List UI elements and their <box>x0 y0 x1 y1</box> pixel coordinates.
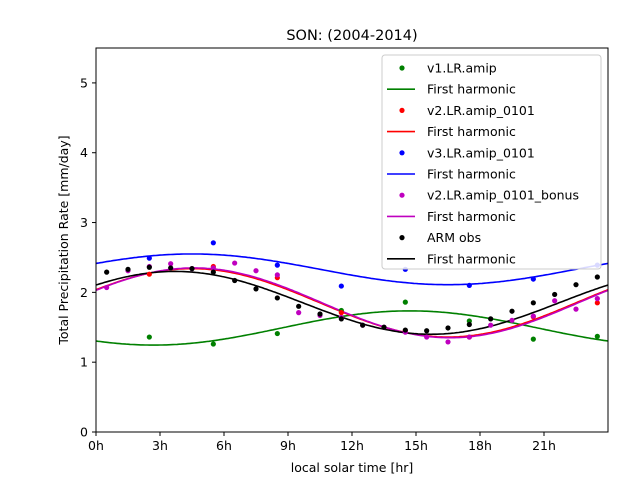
legend-label: First harmonic <box>427 124 516 139</box>
data-point <box>168 261 174 267</box>
y-tick-label: 2 <box>80 285 88 300</box>
y-tick-label: 5 <box>80 75 88 90</box>
legend-label: First harmonic <box>427 167 516 182</box>
data-point <box>424 328 430 334</box>
legend-label: v3.LR.amip_0101 <box>427 145 535 160</box>
data-point <box>445 325 451 331</box>
data-point <box>466 334 472 340</box>
x-tick-label: 0h <box>88 438 104 453</box>
data-point <box>402 299 408 305</box>
data-point <box>253 286 259 292</box>
legend-marker <box>399 150 405 156</box>
data-point <box>210 265 216 271</box>
data-point <box>594 300 600 306</box>
data-point <box>509 317 515 323</box>
data-point <box>296 303 302 309</box>
data-point <box>274 272 280 278</box>
data-point <box>530 336 536 342</box>
data-point <box>573 306 579 312</box>
data-point <box>317 311 323 317</box>
data-point <box>146 271 152 277</box>
x-axis-label: local solar time [hr] <box>291 460 414 475</box>
harmonic-curves <box>95 253 609 346</box>
chart-title: SON: (2004-2014) <box>286 28 417 44</box>
harmonic-fit-line <box>95 267 609 339</box>
x-tick-label: 21h <box>532 438 556 453</box>
data-point <box>338 316 344 322</box>
legend-label: First harmonic <box>427 209 516 224</box>
data-point <box>338 310 344 316</box>
data-point <box>594 296 600 302</box>
data-point <box>296 310 302 316</box>
data-point <box>104 269 110 275</box>
x-tick-label: 12h <box>340 438 364 453</box>
data-point <box>466 321 472 328</box>
data-point <box>424 334 430 340</box>
data-point <box>274 262 280 268</box>
x-tick-label: 6h <box>216 438 232 453</box>
chart-legend: v1.LR.amip First harmonic v2.LR.amip_0101 F… <box>381 54 602 270</box>
data-point <box>232 277 238 284</box>
x-tick-label: 3h <box>152 438 168 453</box>
legend-frame <box>381 54 602 270</box>
y-axis-label: Total Precipitation Rate [mm/day] <box>56 135 71 345</box>
data-point <box>509 308 515 314</box>
legend-label: v2.LR.amip_0101_bonus <box>427 188 579 203</box>
harmonic-fit-line <box>95 253 609 286</box>
data-point <box>466 282 472 288</box>
legend-label: First harmonic <box>427 82 516 97</box>
x-tick-label: 9h <box>280 438 296 453</box>
data-point <box>168 265 174 271</box>
data-point <box>210 240 216 246</box>
x-axis-ticks: 0h 3h 6h 9h 12h 15h 18h 21h <box>88 432 556 453</box>
data-point <box>253 268 259 274</box>
data-point <box>189 266 195 272</box>
legend-label: v1.LR.amip <box>427 61 497 76</box>
y-axis-ticks: 0 1 2 3 4 5 <box>80 75 96 440</box>
data-points <box>104 240 600 347</box>
data-point <box>210 341 216 347</box>
data-point <box>488 316 494 322</box>
data-point <box>530 276 536 282</box>
data-point <box>360 322 366 328</box>
legend-label: v2.LR.amip_0101 <box>427 103 535 118</box>
legend-label: First harmonic <box>427 251 516 266</box>
legend-marker <box>399 65 405 71</box>
y-tick-label: 4 <box>80 145 88 160</box>
data-point <box>146 334 152 340</box>
data-point <box>146 255 152 261</box>
data-point <box>530 300 536 306</box>
data-point <box>338 283 344 289</box>
data-point <box>594 274 600 280</box>
data-point <box>104 284 110 291</box>
legend-marker <box>399 235 405 241</box>
data-point <box>274 295 280 301</box>
data-point <box>552 291 558 298</box>
harmonic-fit-line <box>95 270 609 336</box>
data-point <box>573 282 579 288</box>
data-point <box>594 333 600 339</box>
data-point <box>445 339 451 345</box>
y-tick-label: 3 <box>80 215 88 230</box>
data-point <box>210 269 216 275</box>
data-point <box>125 266 131 272</box>
legend-label: ARM obs <box>427 230 481 245</box>
data-point <box>530 313 536 319</box>
data-point <box>146 264 152 270</box>
y-tick-label: 0 <box>80 425 88 440</box>
legend-marker <box>399 192 405 198</box>
data-point <box>402 327 408 333</box>
y-tick-label: 1 <box>80 355 88 370</box>
data-point <box>488 322 494 328</box>
data-point <box>232 260 238 266</box>
legend-marker <box>399 107 405 113</box>
x-tick-label: 18h <box>468 438 492 453</box>
data-point <box>274 330 280 337</box>
data-point <box>381 324 387 330</box>
data-point <box>552 298 558 304</box>
x-tick-label: 15h <box>404 438 428 453</box>
